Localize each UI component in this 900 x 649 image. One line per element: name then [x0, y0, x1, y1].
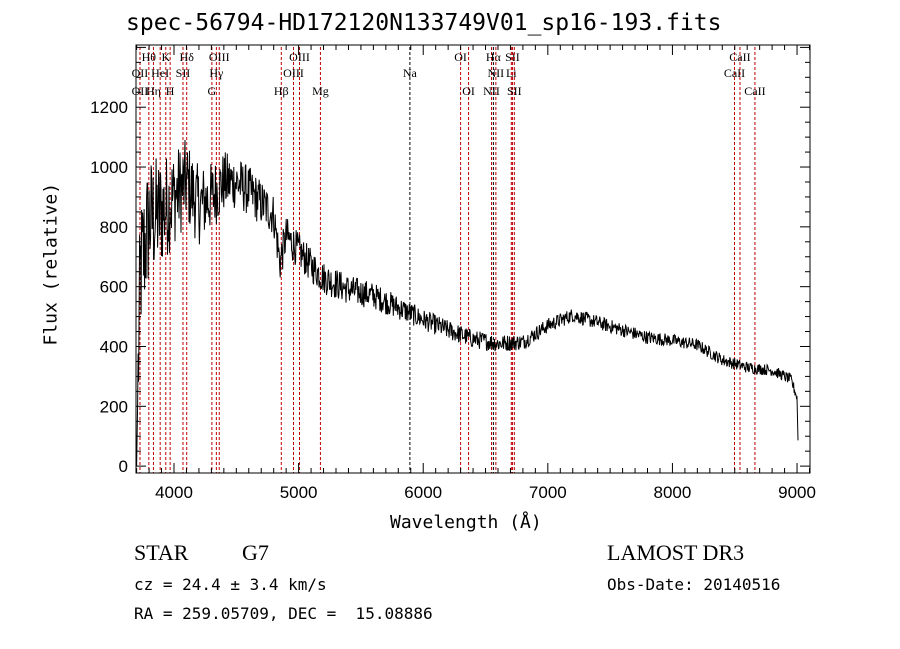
plot-frame — [135, 44, 811, 474]
y-tick-label: 800 — [100, 218, 128, 237]
y-tick-label: 400 — [100, 337, 128, 356]
spectral-line-label: CaII — [744, 84, 765, 98]
spectral-line-label: OIII — [283, 66, 304, 80]
spectral-line-label: Li — [506, 66, 517, 80]
x-tick-label: 9000 — [778, 483, 816, 502]
chart-title: spec-56794-HD172120N133749V01_sp16-193.f… — [126, 10, 722, 36]
spectrum-line — [136, 139, 799, 467]
spectral-line-label: SII — [505, 50, 520, 64]
spectral-line-label: OI — [454, 50, 467, 64]
spectral-line-label: OIII — [289, 50, 310, 64]
spectral-line-label: OI — [462, 84, 475, 98]
spectral-line-label: CaII — [724, 66, 745, 80]
spectral-line-label: G — [208, 84, 217, 98]
spectral-line-label: CaII — [729, 50, 750, 64]
obs-date: Obs-Date: 20140516 — [607, 575, 781, 594]
survey-label: LAMOST DR3 — [607, 540, 745, 565]
x-tick-label: 6000 — [404, 483, 442, 502]
spectral-line-label: SII — [507, 84, 522, 98]
spectral-line-label: NII — [483, 84, 500, 98]
spectral-line-label: Na — [403, 66, 418, 80]
object-subclass: G7 — [242, 540, 269, 565]
y-tick-label: 0 — [119, 457, 128, 476]
ra-dec-text: RA = 259.05709, DEC = 15.08886 — [134, 604, 433, 623]
x-tick-label: 7000 — [529, 483, 567, 502]
y-tick-label: 200 — [100, 397, 128, 416]
x-tick-label: 4000 — [155, 483, 193, 502]
spectral-line-label: NII — [488, 66, 505, 80]
y-axis-label: Flux (relative) — [40, 182, 62, 346]
spectral-line-label: SII — [176, 66, 191, 80]
x-axis-label: Wavelength (Å) — [390, 512, 542, 533]
y-tick-label: 1200 — [90, 98, 128, 117]
spectral-line-label: Mg — [312, 84, 329, 98]
y-tick-label: 600 — [100, 278, 128, 297]
spectral-line-label: Hδ — [180, 50, 195, 64]
x-tick-label: 8000 — [654, 483, 692, 502]
spectral-line-label: Hθ — [142, 50, 157, 64]
spectral-line-label: Hβ — [274, 84, 289, 98]
spectral-line-label: K — [161, 50, 170, 64]
spectral-line-label: Hγ — [209, 66, 224, 80]
y-tick-label: 1000 — [90, 158, 128, 177]
spectral-line-label: HeI — [151, 66, 169, 80]
spectral-line-label: Hη — [146, 84, 161, 98]
object-class: STAR — [134, 540, 189, 565]
spectral-line-label: Hα — [486, 50, 502, 64]
spectral-line-label: H — [166, 84, 175, 98]
spectral-line-label: OIII — [209, 50, 230, 64]
x-tick-label: 5000 — [280, 483, 318, 502]
redshift-text: cz = 24.4 ± 3.4 km/s — [134, 575, 327, 594]
